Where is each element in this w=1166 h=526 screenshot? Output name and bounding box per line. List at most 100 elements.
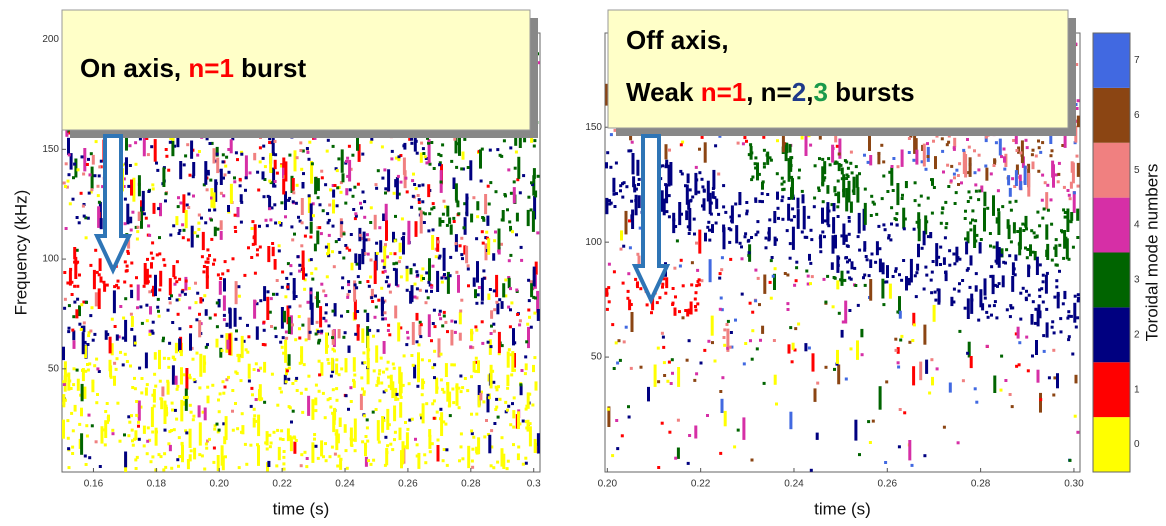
spectrogram-texture xyxy=(273,203,277,207)
spectrogram-texture xyxy=(223,260,227,264)
spectrogram-texture xyxy=(75,216,79,219)
spectrogram-texture xyxy=(448,391,452,407)
spectrogram-texture xyxy=(932,304,936,322)
spectrogram-texture xyxy=(995,316,999,320)
spectrogram-texture xyxy=(411,322,415,345)
spectrogram-texture xyxy=(452,220,456,223)
annotation-text: On axis, n=1 burst xyxy=(80,53,306,83)
spectrogram-texture xyxy=(924,265,928,269)
spectrogram-texture xyxy=(1054,173,1058,177)
spectrogram-texture xyxy=(293,441,297,454)
spectrogram-texture xyxy=(210,237,214,241)
spectrogram-texture xyxy=(1035,256,1039,275)
spectrogram-texture xyxy=(969,221,973,225)
spectrogram-texture xyxy=(272,167,276,188)
spectrogram-texture xyxy=(360,237,364,240)
spectrogram-texture xyxy=(263,361,267,373)
spectrogram-texture xyxy=(141,190,145,212)
spectrogram-texture xyxy=(391,381,395,399)
spectrogram-texture xyxy=(191,418,195,422)
spectrogram-texture xyxy=(263,286,267,302)
spectrogram-texture xyxy=(506,374,510,386)
spectrogram-texture xyxy=(405,265,409,269)
spectrogram-texture xyxy=(952,252,956,256)
spectrogram-texture xyxy=(398,377,402,397)
spectrogram-texture xyxy=(1057,161,1061,165)
spectrogram-texture xyxy=(422,380,426,384)
spectrogram-texture xyxy=(170,466,174,470)
spectrogram-texture xyxy=(507,305,511,309)
spectrogram-texture xyxy=(382,341,386,354)
spectrogram-texture xyxy=(1024,138,1028,142)
spectrogram-texture xyxy=(428,258,431,281)
spectrogram-texture xyxy=(490,310,494,319)
spectrogram-texture xyxy=(135,276,138,280)
spectrogram-texture xyxy=(431,322,435,325)
spectrogram-texture xyxy=(94,140,98,144)
spectrogram-texture xyxy=(251,220,255,224)
spectrogram-texture xyxy=(69,387,73,390)
spectrogram-texture xyxy=(1068,458,1072,462)
spectrogram-texture xyxy=(890,222,893,226)
spectrogram-texture xyxy=(97,370,101,373)
spectrogram-texture xyxy=(81,368,85,382)
spectrogram-texture xyxy=(178,229,182,232)
spectrogram-texture xyxy=(687,232,691,235)
spectrogram-texture xyxy=(296,255,300,259)
spectrogram-texture xyxy=(973,224,977,248)
spectrogram-texture xyxy=(990,265,994,269)
spectrogram-texture xyxy=(131,386,135,389)
spectrogram-texture xyxy=(747,153,751,157)
spectrogram-texture xyxy=(153,352,157,360)
spectrogram-texture xyxy=(769,296,773,300)
spectrogram-texture xyxy=(1062,208,1066,212)
spectrogram-texture xyxy=(997,211,1001,235)
spectrogram-texture xyxy=(129,312,133,316)
spectrogram-texture xyxy=(929,232,933,239)
spectrogram-texture xyxy=(430,207,434,211)
spectrogram-texture xyxy=(718,276,722,280)
spectrogram-texture xyxy=(689,301,693,315)
spectrogram-texture xyxy=(863,241,867,249)
spectrogram-texture xyxy=(917,218,921,242)
spectrogram-texture xyxy=(85,434,89,438)
spectrogram-texture xyxy=(863,187,867,191)
spectrogram-texture xyxy=(290,225,294,229)
spectrogram-texture xyxy=(316,331,320,335)
spectrogram-texture xyxy=(1076,99,1080,103)
spectrogram-texture xyxy=(505,467,509,471)
spectrogram-texture xyxy=(171,355,175,359)
spectrogram-texture xyxy=(826,274,830,278)
spectrogram-texture xyxy=(326,221,330,225)
spectrogram-texture xyxy=(474,289,477,299)
spectrogram-texture xyxy=(1058,269,1061,273)
spectrogram-texture xyxy=(67,304,71,308)
spectrogram-texture xyxy=(807,346,811,350)
spectrogram-texture xyxy=(463,137,467,141)
spectrogram-texture xyxy=(250,386,254,390)
spectrogram-texture xyxy=(474,356,478,360)
spectrogram-texture xyxy=(1025,289,1028,293)
spectrogram-texture xyxy=(373,315,377,319)
spectrogram-texture xyxy=(675,239,679,243)
spectrogram-texture xyxy=(344,201,348,205)
spectrogram-texture xyxy=(1017,363,1021,367)
spectrogram-texture xyxy=(715,198,719,209)
spectrogram-texture xyxy=(1045,322,1049,338)
spectrogram-texture xyxy=(1014,131,1018,145)
spectrogram-texture xyxy=(441,212,445,216)
spectrogram-texture xyxy=(171,408,174,412)
spectrogram-texture xyxy=(253,152,257,161)
spectrogram-texture xyxy=(686,309,690,317)
spectrogram-texture xyxy=(415,312,419,321)
spectrogram-texture xyxy=(223,436,227,445)
spectrogram-texture xyxy=(673,266,677,270)
spectrogram-texture xyxy=(255,326,259,340)
annotation-run: 3 xyxy=(813,77,827,107)
spectrogram-texture xyxy=(331,144,335,148)
spectrogram-texture xyxy=(240,412,244,416)
spectrogram-texture xyxy=(1076,115,1080,128)
spectrogram-texture xyxy=(662,277,666,281)
spectrogram-texture xyxy=(214,159,218,163)
spectrogram-texture xyxy=(1004,379,1008,382)
